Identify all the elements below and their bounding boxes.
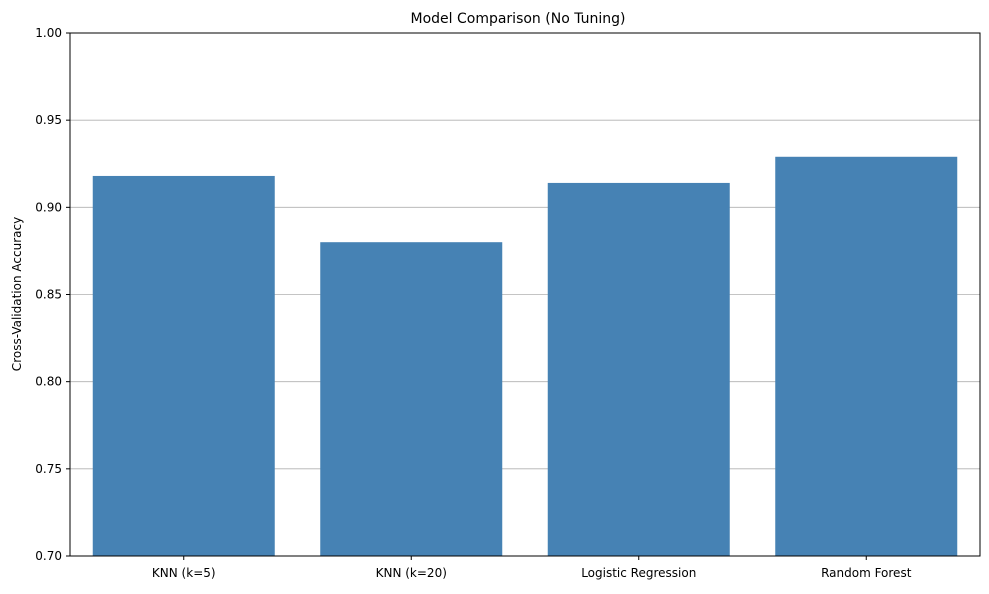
y-tick-label: 0.70 <box>35 549 62 563</box>
x-tick-label: Logistic Regression <box>581 566 696 580</box>
bars <box>92 156 958 556</box>
y-tick-label: 0.80 <box>35 375 62 389</box>
y-tick-label: 1.00 <box>35 26 62 40</box>
bar <box>775 156 958 556</box>
y-tick-label: 0.95 <box>35 113 62 127</box>
bar <box>547 182 730 556</box>
y-axis-ticks: 0.70 0.75 0.80 0.85 0.90 0.95 1.00 <box>35 26 70 563</box>
y-tick-label: 0.90 <box>35 200 62 214</box>
x-axis-ticks: KNN (k=5) KNN (k=20) Logistic Regression Ra… <box>152 556 912 580</box>
bar <box>320 242 503 556</box>
x-tick-label: KNN (k=20) <box>376 566 447 580</box>
chart-title: Model Comparison (No Tuning) <box>411 11 626 27</box>
x-tick-label: KNN (k=5) <box>152 566 216 580</box>
y-tick-label: 0.75 <box>35 462 62 476</box>
y-axis-label: Cross-Validation Accuracy <box>10 217 24 371</box>
x-tick-label: Random Forest <box>821 566 912 580</box>
y-tick-label: 0.85 <box>35 288 62 302</box>
bar <box>92 175 275 556</box>
